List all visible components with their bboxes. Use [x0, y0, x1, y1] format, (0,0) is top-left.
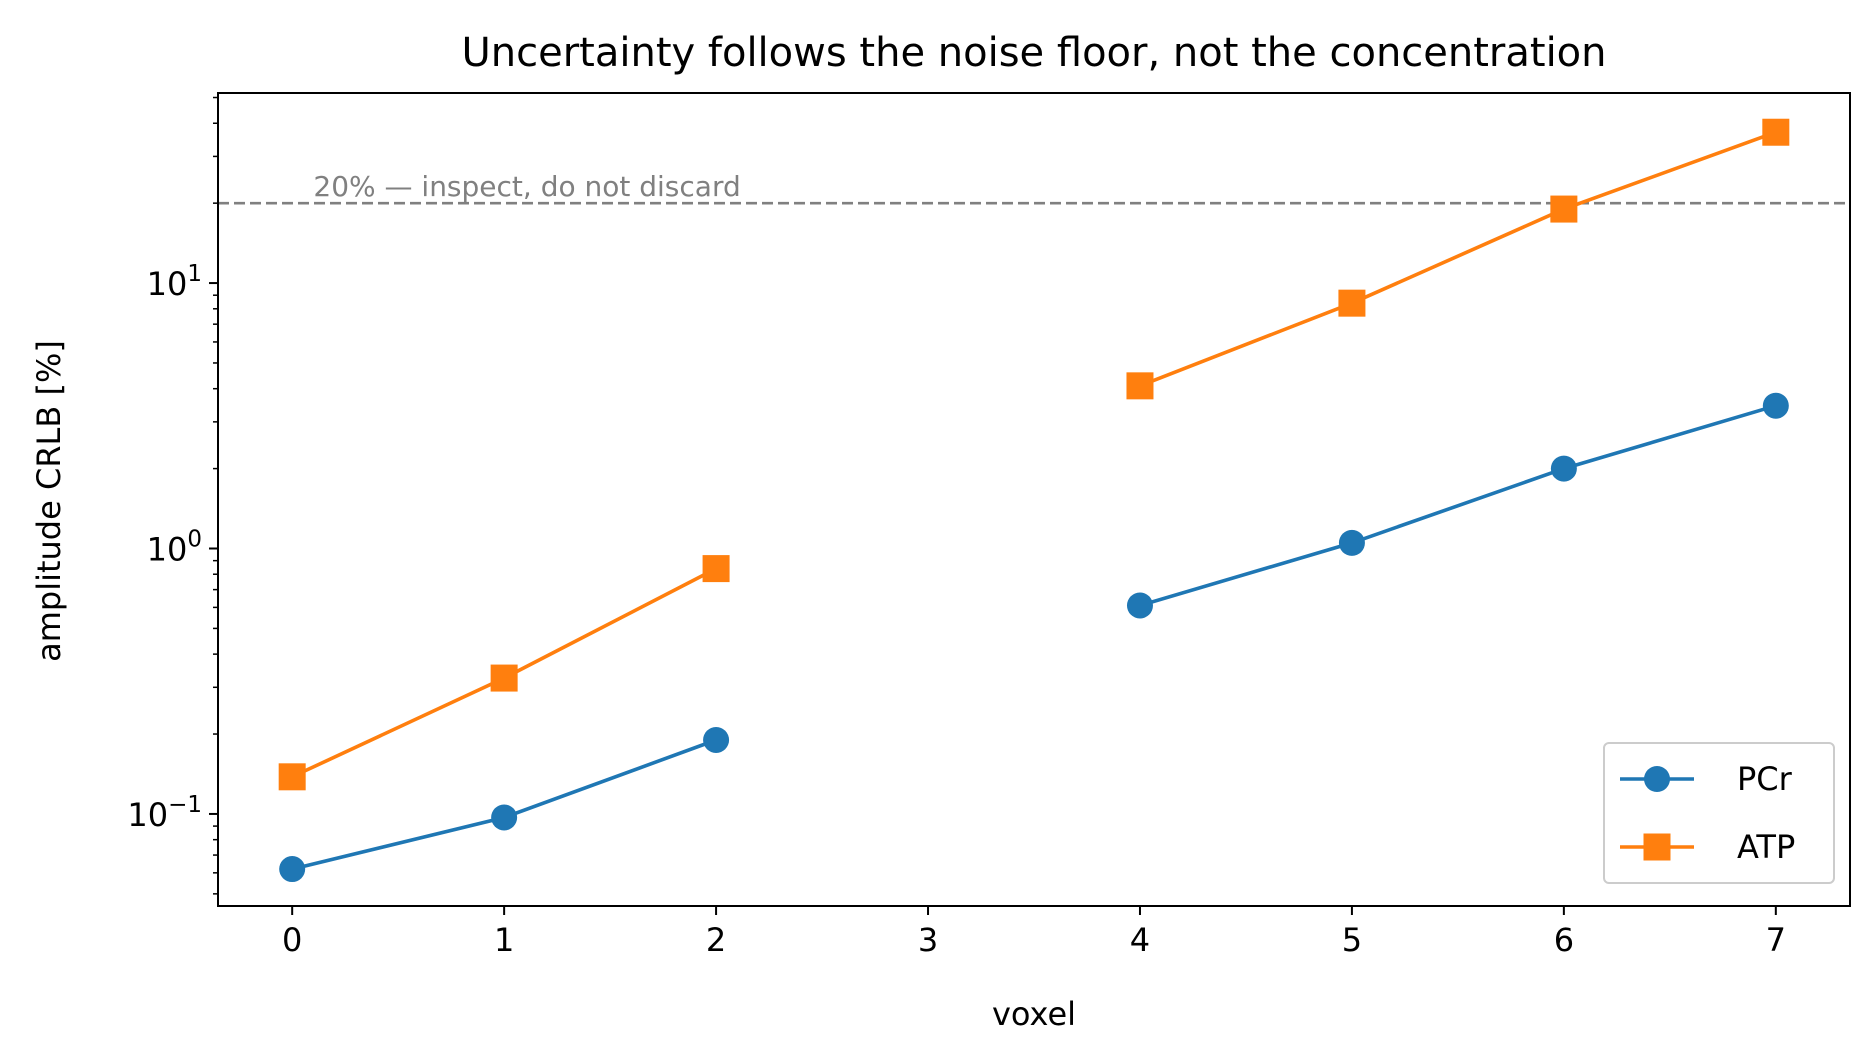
chart-title: Uncertainty follows the noise floor, not… — [461, 30, 1606, 76]
data-point-atp-voxel-5 — [1338, 289, 1366, 317]
legend: PCr ATP — [1603, 742, 1835, 884]
legend-marker-pcr — [1644, 766, 1670, 792]
data-point-atp-voxel-7 — [1762, 118, 1790, 146]
data-point-pcr-voxel-4 — [1126, 592, 1153, 619]
data-point-pcr-voxel-7 — [1762, 392, 1789, 419]
data-point-atp-voxel-4 — [1126, 372, 1154, 400]
y-axis-label: amplitude CRLB [%] — [30, 340, 68, 662]
series-line-pcr-1 — [1139, 403, 1777, 608]
legend-box — [1603, 742, 1835, 884]
data-point-pcr-voxel-0 — [279, 856, 306, 883]
series-line-atp-1 — [1139, 130, 1777, 388]
x-tick-label-7: 7 — [1766, 921, 1786, 959]
plot-area: 20% — inspect, do not discard 0 1 2 3 4 5 6 7 10−… — [127, 92, 1851, 959]
legend-marker-atp — [1643, 833, 1671, 861]
x-tick-label-3: 3 — [918, 921, 938, 959]
axes-frame — [217, 92, 1851, 907]
x-tick-label-6: 6 — [1554, 921, 1574, 959]
x-axis-label: voxel — [992, 995, 1076, 1033]
data-point-atp-voxel-1 — [490, 664, 518, 692]
x-tick-label-1: 1 — [494, 921, 514, 959]
data-point-atp-voxel-0 — [278, 763, 306, 791]
data-point-pcr-voxel-2 — [703, 726, 730, 753]
data-point-pcr-voxel-1 — [491, 804, 518, 831]
data-point-pcr-voxel-6 — [1550, 455, 1577, 482]
y-tick-label-0.1: 10−1 — [127, 792, 202, 834]
data-point-atp-voxel-2 — [702, 555, 730, 583]
legend-label-atp: ATP — [1737, 828, 1795, 866]
x-tick-label-2: 2 — [706, 921, 726, 959]
legend-label-pcr: PCr — [1737, 760, 1793, 798]
x-tick-label-0: 0 — [282, 921, 302, 959]
x-tick-label-5: 5 — [1342, 921, 1362, 959]
x-tick-label-4: 4 — [1130, 921, 1150, 959]
threshold-label: 20% — inspect, do not discard — [313, 170, 740, 203]
data-point-atp-voxel-6 — [1550, 195, 1578, 223]
y-tick-label-1: 100 — [147, 527, 202, 569]
data-point-pcr-voxel-5 — [1338, 529, 1365, 556]
y-tick-label-10: 101 — [147, 261, 202, 303]
